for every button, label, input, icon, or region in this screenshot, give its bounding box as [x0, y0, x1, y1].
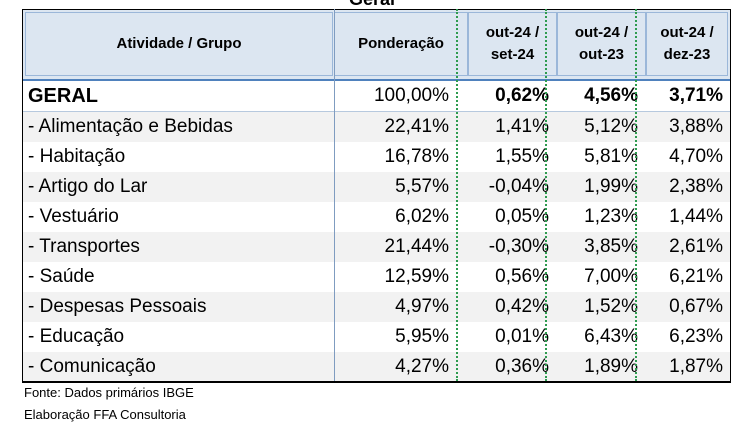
cell-out24-dez23: 3,88% — [646, 111, 731, 142]
cell-out24-dez23: 2,38% — [646, 172, 731, 202]
cell-out24-dez23: 0,67% — [646, 292, 731, 322]
cell-out24-set24: -0,04% — [468, 172, 557, 202]
cell-ponderacao: 16,78% — [334, 142, 468, 172]
header-atividade-grupo: Atividade / Grupo — [22, 9, 334, 81]
cell-out24-out23: 7,00% — [557, 262, 646, 292]
row-label: - Saúde — [22, 262, 334, 292]
cell-out24-out23: 1,23% — [557, 202, 646, 232]
row-label: - Habitação — [22, 142, 334, 172]
header-out24-set24: out-24 /set-24 — [468, 9, 557, 81]
cell-out24-out23: 3,85% — [557, 232, 646, 262]
row-label: - Transportes — [22, 232, 334, 262]
table-row: - Saúde 12,59% 0,56% 7,00% 6,21% — [22, 262, 731, 292]
cell-ponderacao: 22,41% — [334, 111, 468, 142]
cell-out24-set24: 0,42% — [468, 292, 557, 322]
row-label: - Educação — [22, 322, 334, 352]
cell-out24-out23: 1,52% — [557, 292, 646, 322]
table-row: - Despesas Pessoais 4,97% 0,42% 1,52% 0,… — [22, 292, 731, 322]
cell-out24-out23: 6,43% — [557, 322, 646, 352]
row-label: - Vestuário — [22, 202, 334, 232]
row-label: - Comunicação — [22, 352, 334, 383]
cell-ponderacao: 12,59% — [334, 262, 468, 292]
table-row: - Artigo do Lar 5,57% -0,04% 1,99% 2,38% — [22, 172, 731, 202]
table-row: - Educação 5,95% 0,01% 6,43% 6,23% — [22, 322, 731, 352]
cell-out24-dez23: 3,71% — [646, 80, 731, 112]
cell-out24-dez23: 4,70% — [646, 142, 731, 172]
row-label: GERAL — [22, 80, 334, 112]
table-row: - Comunicação 4,27% 0,36% 1,89% 1,87% — [22, 352, 731, 383]
cell-ponderacao: 4,27% — [334, 352, 468, 383]
table-row: - Vestuário 6,02% 0,05% 1,23% 1,44% — [22, 202, 731, 232]
top-title: Geral — [0, 0, 744, 9]
cell-ponderacao: 5,57% — [334, 172, 468, 202]
cell-out24-set24: 1,55% — [468, 142, 557, 172]
table-row: - Alimentação e Bebidas 22,41% 1,41% 5,1… — [22, 111, 731, 142]
header-out24-out23: out-24 /out-23 — [557, 9, 646, 81]
cell-out24-set24: 0,62% — [468, 80, 557, 112]
cell-out24-set24: 0,56% — [468, 262, 557, 292]
source-note: Fonte: Dados primários IBGE — [24, 385, 194, 400]
table-row: - Transportes 21,44% -0,30% 3,85% 2,61% — [22, 232, 731, 262]
ipca-table: Atividade / Grupo Ponderação out-24 /set… — [22, 9, 731, 383]
header-ponderacao: Ponderação — [334, 9, 468, 81]
cell-out24-out23: 1,89% — [557, 352, 646, 383]
cell-ponderacao: 21,44% — [334, 232, 468, 262]
author-note: Elaboração FFA Consultoria — [24, 407, 186, 422]
cell-out24-out23: 5,81% — [557, 142, 646, 172]
cell-out24-out23: 5,12% — [557, 111, 646, 142]
table-row: GERAL 100,00% 0,62% 4,56% 3,71% — [22, 80, 731, 112]
cell-out24-dez23: 2,61% — [646, 232, 731, 262]
cell-ponderacao: 100,00% — [334, 80, 468, 112]
row-label: - Despesas Pessoais — [22, 292, 334, 322]
cell-out24-dez23: 6,23% — [646, 322, 731, 352]
cell-out24-set24: 0,05% — [468, 202, 557, 232]
ipca-table-container: Atividade / Grupo Ponderação out-24 /set… — [22, 9, 731, 383]
cell-out24-dez23: 6,21% — [646, 262, 731, 292]
cell-ponderacao: 6,02% — [334, 202, 468, 232]
cell-out24-set24: 0,36% — [468, 352, 557, 383]
header-out24-dez23: out-24 /dez-23 — [646, 9, 731, 81]
row-label: - Artigo do Lar — [22, 172, 334, 202]
cell-ponderacao: 4,97% — [334, 292, 468, 322]
header-row: Atividade / Grupo Ponderação out-24 /set… — [22, 9, 731, 81]
cell-out24-out23: 4,56% — [557, 80, 646, 112]
cell-out24-out23: 1,99% — [557, 172, 646, 202]
cell-out24-dez23: 1,87% — [646, 352, 731, 383]
table-body: GERAL 100,00% 0,62% 4,56% 3,71% - Alimen… — [22, 80, 731, 383]
cell-out24-set24: 1,41% — [468, 111, 557, 142]
row-label: - Alimentação e Bebidas — [22, 111, 334, 142]
cell-out24-dez23: 1,44% — [646, 202, 731, 232]
table-row: - Habitação 16,78% 1,55% 5,81% 4,70% — [22, 142, 731, 172]
cell-out24-set24: -0,30% — [468, 232, 557, 262]
cell-out24-set24: 0,01% — [468, 322, 557, 352]
cell-ponderacao: 5,95% — [334, 322, 468, 352]
